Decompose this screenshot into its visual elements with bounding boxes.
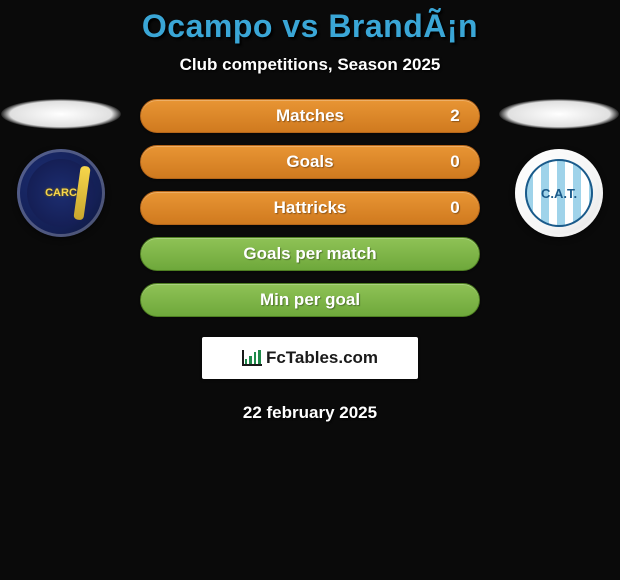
subtitle: Club competitions, Season 2025 (180, 55, 441, 75)
stat-label: Min per goal (260, 290, 360, 310)
atletico-tucuman-badge: C.A.T. (515, 149, 603, 237)
stat-right-value: 2 (447, 106, 463, 126)
logo-text: FcTables.com (266, 348, 378, 368)
right-column: C.A.T. (499, 99, 619, 237)
stat-label: Matches (276, 106, 344, 126)
fctables-logo[interactable]: FcTables.com (202, 337, 418, 379)
stat-right-value: 0 (447, 198, 463, 218)
stat-row-goals: Goals 0 (140, 145, 480, 179)
stat-row-hattricks: Hattricks 0 (140, 191, 480, 225)
page-title: Ocampo vs BrandÃ¡n (142, 8, 478, 45)
stat-row-matches: Matches 2 (140, 99, 480, 133)
comparison-card: Ocampo vs BrandÃ¡n Club competitions, Se… (0, 0, 620, 423)
bar-chart-icon (242, 350, 262, 366)
stat-row-min-per-goal: Min per goal (140, 283, 480, 317)
logo-content: FcTables.com (242, 348, 378, 368)
stat-label: Hattricks (274, 198, 347, 218)
stat-row-goals-per-match: Goals per match (140, 237, 480, 271)
rosario-central-badge: CARC (17, 149, 105, 237)
player-left-silhouette (1, 99, 121, 129)
stat-label: Goals per match (243, 244, 376, 264)
club-left-abbr: CARC (27, 159, 95, 227)
left-column: CARC (1, 99, 121, 237)
stat-label: Goals (286, 152, 333, 172)
club-right-abbr: C.A.T. (525, 159, 593, 227)
date-label: 22 february 2025 (243, 403, 377, 423)
player-right-silhouette (499, 99, 619, 129)
main-row: CARC Matches 2 Goals 0 Hattricks 0 Goals (0, 99, 620, 423)
stats-column: Matches 2 Goals 0 Hattricks 0 Goals per … (139, 99, 481, 423)
stat-right-value: 0 (447, 152, 463, 172)
